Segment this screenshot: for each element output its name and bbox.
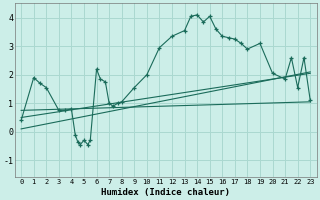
X-axis label: Humidex (Indice chaleur): Humidex (Indice chaleur) bbox=[101, 188, 230, 197]
